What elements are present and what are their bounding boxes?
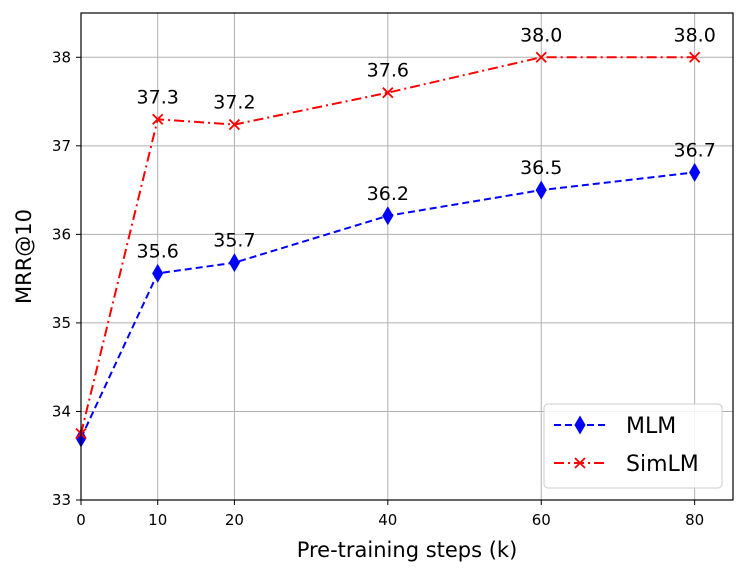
y-tick-label: 38 bbox=[52, 48, 71, 66]
data-labels: 35.6 35.7 36.2 36.5 36.7 37.3 37.2 37.6 38.0 38.0 bbox=[137, 24, 716, 262]
y-tick-label: 33 bbox=[52, 491, 71, 509]
data-label-mlm: 36.7 bbox=[673, 139, 715, 161]
legend-marker-simlm bbox=[574, 457, 586, 469]
x-tick-label: 10 bbox=[148, 511, 167, 529]
data-point-simlm bbox=[152, 113, 164, 125]
legend: MLM SimLM bbox=[543, 403, 723, 489]
y-tick-label: 34 bbox=[52, 402, 71, 420]
y-tick-label: 37 bbox=[52, 137, 71, 155]
data-label-simlm: 38.0 bbox=[673, 24, 715, 46]
legend-entry-simlm: SimLM bbox=[554, 452, 699, 477]
data-label-mlm: 36.5 bbox=[520, 157, 562, 179]
axis-ticks: 0 10 20 40 60 80 33 34 35 36 37 38 bbox=[52, 48, 704, 529]
data-point-simlm bbox=[689, 51, 701, 63]
legend-marker-mlm bbox=[574, 415, 586, 435]
data-point-mlm bbox=[535, 180, 547, 200]
series-line-simlm bbox=[80, 56, 695, 434]
data-label-simlm: 38.0 bbox=[520, 24, 562, 46]
data-point-simlm bbox=[382, 87, 394, 99]
data-point-simlm bbox=[228, 118, 241, 131]
y-tick-label: 35 bbox=[52, 314, 71, 332]
x-axis-title: Pre-training steps (k) bbox=[297, 538, 518, 562]
series-line-mlm bbox=[80, 171, 695, 439]
data-point-mlm bbox=[228, 253, 240, 273]
x-tick-label: 0 bbox=[76, 511, 86, 529]
plot-frame bbox=[80, 12, 734, 501]
x-tick-label: 60 bbox=[532, 511, 551, 529]
data-point-simlm bbox=[535, 51, 547, 63]
data-label-mlm: 35.7 bbox=[213, 230, 255, 252]
data-label-simlm: 37.2 bbox=[213, 92, 255, 114]
x-tick-label: 80 bbox=[685, 511, 704, 529]
data-point-mlm bbox=[152, 263, 164, 283]
data-label-mlm: 35.6 bbox=[137, 240, 179, 262]
y-tick-label: 36 bbox=[52, 225, 71, 243]
y-axis-title: MRR@10 bbox=[12, 209, 36, 304]
data-label-mlm: 36.2 bbox=[367, 183, 409, 205]
data-point-mlm bbox=[382, 206, 394, 226]
legend-entry-mlm: MLM bbox=[554, 414, 676, 439]
legend-label-mlm: MLM bbox=[626, 414, 676, 439]
legend-label-simlm: SimLM bbox=[626, 452, 699, 477]
data-label-simlm: 37.3 bbox=[137, 86, 179, 108]
x-tick-label: 20 bbox=[225, 511, 244, 529]
x-tick-label: 40 bbox=[378, 511, 397, 529]
data-point-mlm bbox=[689, 162, 701, 182]
data-label-simlm: 37.6 bbox=[367, 60, 409, 82]
